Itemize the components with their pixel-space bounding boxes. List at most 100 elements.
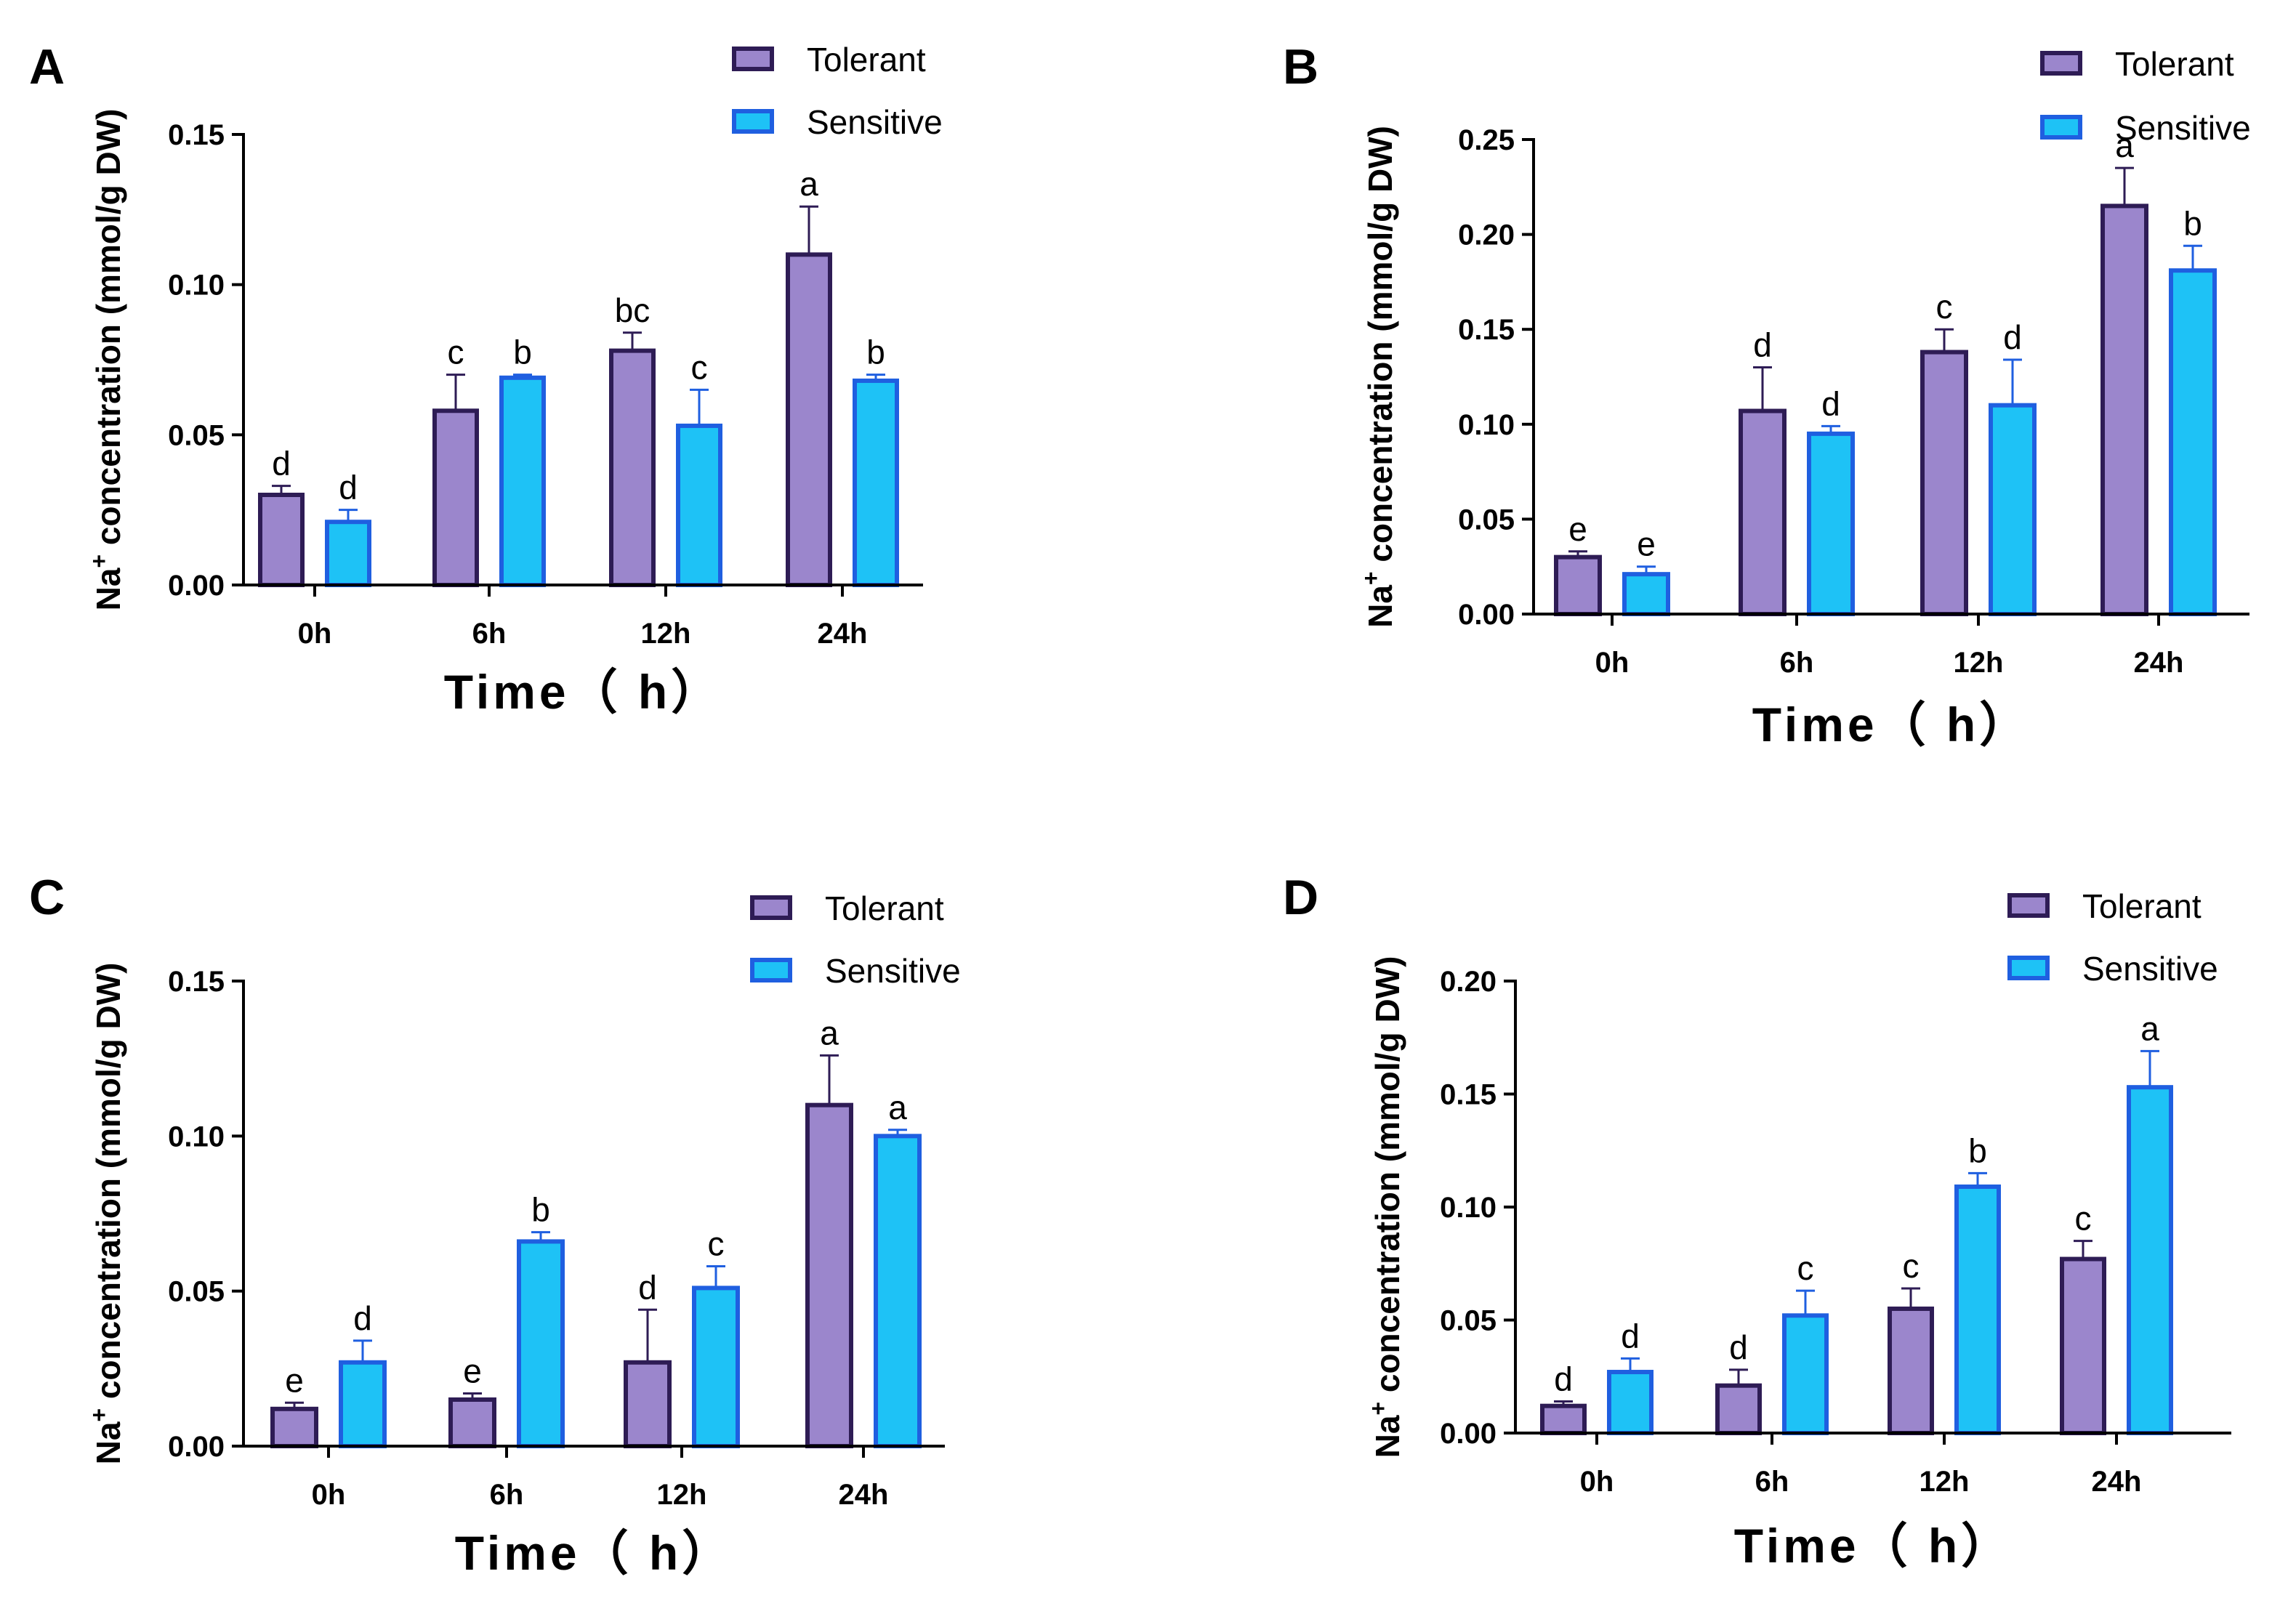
x-tick-label: 12h bbox=[1954, 647, 2004, 679]
x-tick-label: 0h bbox=[298, 618, 332, 650]
bar-tolerant bbox=[1715, 1383, 1762, 1435]
bar-tolerant bbox=[609, 348, 656, 587]
bar-tolerant bbox=[1920, 350, 1968, 616]
y-tick-label: 0.05 bbox=[1458, 504, 1515, 536]
significance-label: a bbox=[799, 165, 818, 203]
significance-label: d bbox=[272, 445, 291, 483]
significance-label: c bbox=[691, 348, 708, 386]
y-axis-title-sup: + bbox=[86, 554, 112, 568]
y-axis-title-na: Na bbox=[89, 1421, 127, 1464]
y-tick-label: 0.15 bbox=[168, 119, 225, 151]
significance-label: d bbox=[1621, 1317, 1640, 1355]
bar-sensitive bbox=[874, 1134, 922, 1449]
y-axis-title-na: Na bbox=[1361, 585, 1399, 628]
x-tick-label: 6h bbox=[1755, 1466, 1789, 1498]
y-tick-label: 0.10 bbox=[168, 1121, 225, 1153]
x-tick-label: 12h bbox=[657, 1479, 707, 1511]
y-axis-title-na: Na bbox=[1369, 1415, 1406, 1458]
bar-sensitive bbox=[2169, 268, 2217, 616]
significance-label: a bbox=[888, 1089, 907, 1126]
x-axis-title: Time（ h） bbox=[1752, 698, 2031, 751]
y-axis-title: Na+ concentration (mmol/g DW) bbox=[1365, 956, 1406, 1458]
x-tick-label: 24h bbox=[2092, 1466, 2142, 1498]
y-tick-label: 0.15 bbox=[1440, 1079, 1497, 1111]
x-axis-title: Time（ h） bbox=[455, 1526, 734, 1580]
panel-label: B bbox=[1283, 39, 1318, 94]
y-tick-label: 0.10 bbox=[1440, 1192, 1497, 1224]
legend-swatch-tolerant bbox=[732, 47, 774, 71]
significance-label: d bbox=[1821, 384, 1840, 422]
y-tick-label: 0.00 bbox=[168, 1431, 225, 1463]
bar-tolerant bbox=[258, 493, 305, 587]
y-tick-label: 0.20 bbox=[1458, 219, 1515, 251]
legend-label-tolerant: Tolerant bbox=[2082, 887, 2202, 925]
y-tick-label: 0.25 bbox=[1458, 124, 1515, 156]
bar-sensitive bbox=[1607, 1370, 1653, 1436]
significance-label: b bbox=[531, 1191, 550, 1229]
chart-panel-b: Be d c a e d d b 0.00 0.05 0.10 0.15 0.20 0.25 0h 6h 12h… bbox=[1283, 39, 2251, 751]
significance-label: d bbox=[1729, 1328, 1748, 1366]
chart-panel-d: Dd d c c d c b a 0.00 0.05 0.10 0.15 0.20 0h 6h 12h 24h T… bbox=[1283, 870, 2231, 1573]
y-tick-label: 0.05 bbox=[1440, 1305, 1497, 1337]
y-axis-title-na: Na bbox=[89, 568, 127, 610]
significance-label: b bbox=[2183, 204, 2202, 242]
significance-label: c bbox=[448, 334, 464, 371]
x-tick-label: 0h bbox=[312, 1479, 346, 1511]
significance-label: e bbox=[1568, 510, 1587, 548]
bar-tolerant bbox=[2100, 203, 2148, 617]
y-tick-label: 0.00 bbox=[1458, 599, 1515, 631]
significance-label: b bbox=[866, 334, 885, 371]
x-tick-label: 6h bbox=[490, 1479, 524, 1511]
panel-label: A bbox=[29, 39, 65, 94]
significance-label: d bbox=[353, 1299, 372, 1337]
bar-tolerant bbox=[2060, 1256, 2106, 1436]
y-tick-label: 0.00 bbox=[168, 570, 225, 602]
x-tick-label: 6h bbox=[472, 618, 507, 650]
legend-label-sensitive: Sensitive bbox=[2115, 109, 2251, 147]
bar-tolerant bbox=[786, 252, 832, 587]
significance-label: d bbox=[638, 1268, 657, 1306]
legend-label-tolerant: Tolerant bbox=[807, 41, 926, 78]
significance-label: c bbox=[1903, 1247, 1920, 1285]
panel-label: C bbox=[29, 870, 65, 925]
bar-tolerant bbox=[805, 1102, 853, 1448]
x-tick-label: 24h bbox=[839, 1479, 889, 1511]
bar-tolerant bbox=[624, 1360, 672, 1449]
significance-label: bc bbox=[615, 291, 650, 329]
bar-tolerant bbox=[432, 408, 479, 587]
bar-sensitive bbox=[2127, 1085, 2173, 1436]
significance-label: a bbox=[2115, 126, 2134, 164]
significance-label: c bbox=[2075, 1200, 2092, 1238]
y-axis-title: Na+ concentration (mmol/g DW) bbox=[1358, 126, 1399, 628]
y-tick-label: 0.15 bbox=[1458, 314, 1515, 346]
bar-tolerant bbox=[1554, 554, 1602, 617]
legend-label-tolerant: Tolerant bbox=[2115, 45, 2234, 83]
x-tick-label: 24h bbox=[818, 618, 868, 650]
bar-sensitive bbox=[517, 1239, 565, 1449]
bar-sensitive bbox=[1989, 403, 2037, 616]
bar-tolerant bbox=[1540, 1403, 1587, 1436]
significance-label: d bbox=[1753, 326, 1772, 363]
legend-label-sensitive: Sensitive bbox=[825, 952, 961, 990]
significance-label: b bbox=[513, 334, 532, 371]
significance-label: a bbox=[2140, 1009, 2159, 1047]
significance-label: c bbox=[1936, 288, 1953, 326]
bar-sensitive bbox=[853, 378, 899, 588]
y-axis-title-rest: concentration (mmol/g DW) bbox=[1361, 126, 1399, 571]
bar-sensitive bbox=[339, 1360, 387, 1449]
significance-label: a bbox=[820, 1014, 839, 1052]
x-tick-label: 0h bbox=[1595, 647, 1630, 679]
x-axis-title: Time（ h） bbox=[444, 665, 723, 719]
x-tick-label: 0h bbox=[1580, 1466, 1614, 1498]
bar-sensitive bbox=[499, 375, 546, 587]
x-tick-label: 6h bbox=[1780, 647, 1814, 679]
y-tick-label: 0.10 bbox=[1458, 409, 1515, 441]
significance-label: e bbox=[285, 1361, 304, 1399]
significance-label: d bbox=[1554, 1360, 1573, 1397]
significance-label: b bbox=[1968, 1131, 1987, 1169]
bar-tolerant bbox=[1739, 408, 1787, 616]
y-axis-title-sup: + bbox=[1358, 571, 1384, 585]
legend-swatch-sensitive bbox=[732, 109, 774, 134]
y-axis-title-rest: concentration (mmol/g DW) bbox=[1369, 956, 1406, 1402]
